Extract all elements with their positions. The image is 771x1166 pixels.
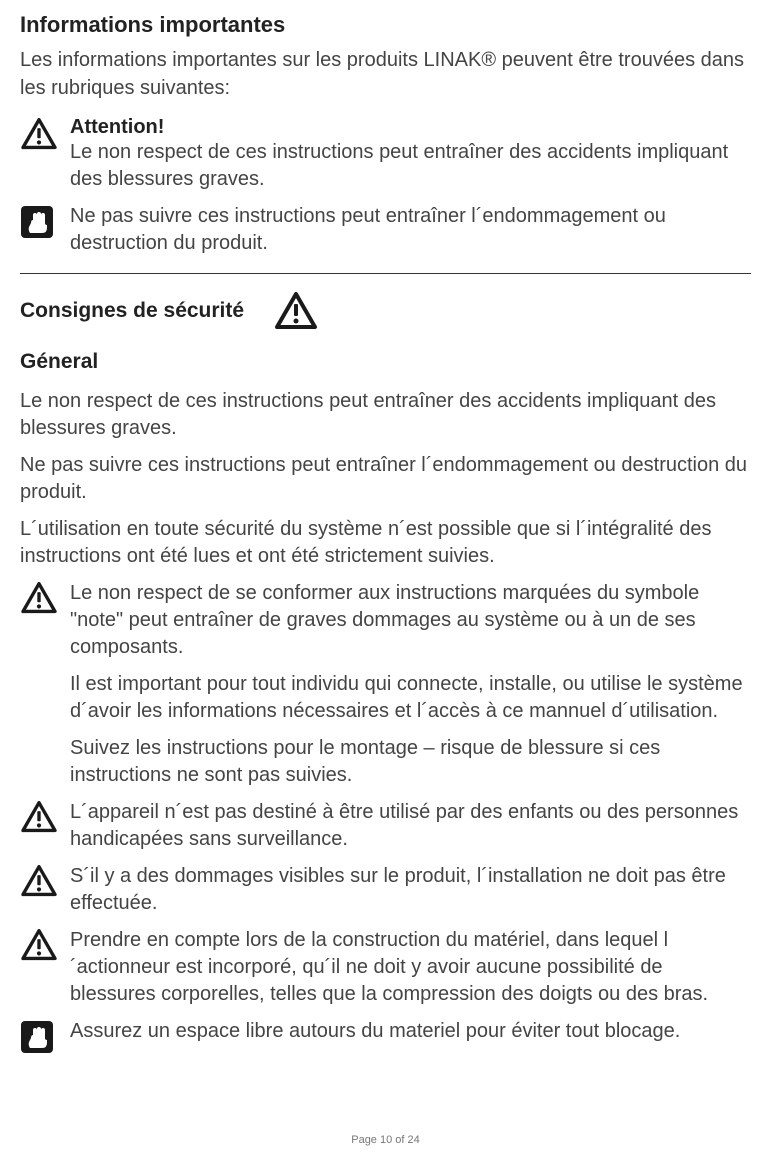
hand-icon xyxy=(20,203,70,239)
warning-construction-text: Prendre en compte lors de la constructio… xyxy=(70,927,751,1008)
attention-title: Attention! xyxy=(70,116,751,139)
warning-construction-row: Prendre en compte lors de la constructio… xyxy=(20,927,751,1008)
damage-note-row: Ne pas suivre ces instructions peut entr… xyxy=(20,203,751,257)
general-heading: Géneral xyxy=(20,350,751,374)
warning-damage-text: S´il y a des dommages visibles sur le pr… xyxy=(70,863,751,917)
warning-icon xyxy=(274,292,318,330)
hand-space-row: Assurez un espace libre autours du mater… xyxy=(20,1018,751,1054)
note-warning-text: Le non respect de se conformer aux instr… xyxy=(70,580,751,661)
intro-text: Les informations importantes sur les pro… xyxy=(20,46,751,102)
general-para-3: L´utilisation en toute sécurité du systè… xyxy=(20,516,751,570)
general-para-1: Le non respect de ces instructions peut … xyxy=(20,388,751,442)
safety-heading: Consignes de sécurité xyxy=(20,299,244,323)
warning-children-text: L´appareil n´est pas destiné à être util… xyxy=(70,799,751,853)
indented-para-2: Suivez les instructions pour le montage … xyxy=(70,735,751,789)
warning-icon xyxy=(20,863,70,897)
damage-note-text: Ne pas suivre ces instructions peut entr… xyxy=(70,203,751,257)
attention-text: Le non respect de ces instructions peut … xyxy=(70,139,751,193)
indented-para-1: Il est important pour tout individu qui … xyxy=(70,671,751,725)
warning-icon xyxy=(20,799,70,833)
attention-row: Attention! Le non respect de ces instruc… xyxy=(20,116,751,193)
note-warning-row: Le non respect de se conformer aux instr… xyxy=(20,580,751,661)
warning-damage-row: S´il y a des dommages visibles sur le pr… xyxy=(20,863,751,917)
warning-children-row: L´appareil n´est pas destiné à être util… xyxy=(20,799,751,853)
hand-icon xyxy=(20,1018,70,1054)
divider xyxy=(20,273,751,274)
warning-icon xyxy=(20,580,70,614)
warning-icon xyxy=(20,116,70,150)
general-para-2: Ne pas suivre ces instructions peut entr… xyxy=(20,452,751,506)
safety-heading-row: Consignes de sécurité xyxy=(20,292,751,330)
main-heading: Informations importantes xyxy=(20,12,751,38)
hand-space-text: Assurez un espace libre autours du mater… xyxy=(70,1018,751,1045)
warning-icon xyxy=(20,927,70,961)
page-footer: Page 10 of 24 xyxy=(20,1134,751,1146)
